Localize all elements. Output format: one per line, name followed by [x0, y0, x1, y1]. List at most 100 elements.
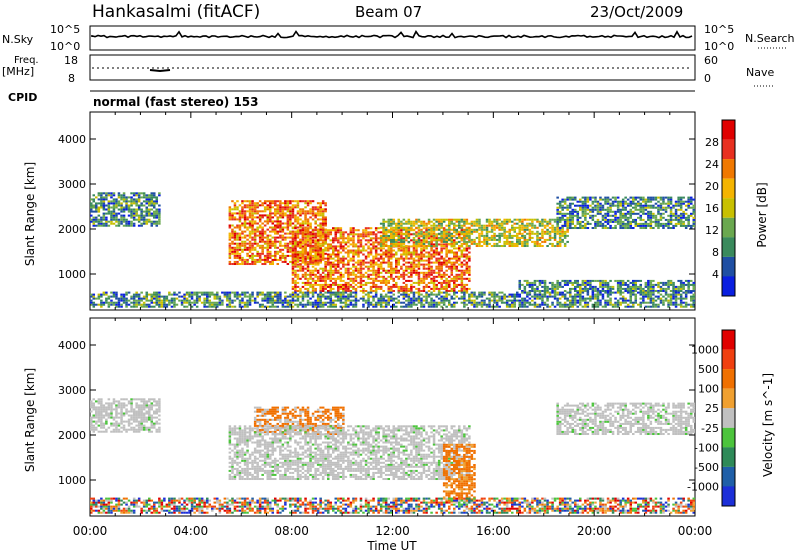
heatmap-cell	[407, 230, 411, 233]
heatmap-cell	[624, 212, 627, 215]
heatmap-cell	[271, 242, 275, 245]
heatmap-cell	[334, 293, 338, 296]
heatmap-cell	[458, 236, 461, 239]
date-title: 23/Oct/2009	[590, 3, 683, 21]
heatmap-cell	[417, 287, 421, 290]
heatmap-cell	[314, 208, 317, 211]
heatmap-cell	[450, 234, 454, 237]
heatmap-cell	[314, 269, 317, 272]
heatmap-cell	[299, 295, 302, 298]
heatmap-cell	[420, 281, 423, 284]
heatmap-cell	[412, 271, 416, 274]
heatmap-cell	[233, 202, 237, 205]
heatmap-cell	[221, 291, 224, 294]
heatmap-cell	[324, 285, 327, 288]
heatmap-cell	[311, 229, 315, 232]
heatmap-cell	[367, 251, 370, 254]
heatmap-cell	[158, 216, 161, 219]
heatmap-cell	[521, 232, 524, 235]
heatmap-cell	[674, 224, 678, 227]
heatmap-cell	[168, 299, 171, 302]
heatmap-cell	[145, 198, 149, 201]
heatmap-cell	[314, 251, 317, 254]
heatmap-cell	[253, 206, 257, 209]
heatmap-cell	[347, 269, 350, 272]
heatmap-cell	[427, 281, 431, 284]
heatmap-cell	[135, 303, 138, 306]
heatmap-cell	[301, 297, 305, 300]
heatmap-cell	[379, 275, 383, 278]
heatmap-cell	[334, 299, 338, 302]
heatmap-cell	[493, 232, 496, 235]
heatmap-cell	[632, 227, 635, 230]
heatmap-cell	[327, 283, 330, 286]
heatmap-cell	[581, 206, 585, 209]
heatmap-cell	[654, 214, 658, 217]
heatmap-cell	[465, 277, 469, 280]
heatmap-cell	[311, 250, 315, 253]
heatmap-cell	[687, 285, 690, 288]
heatmap-cell	[684, 279, 688, 282]
heatmap-cell	[674, 285, 678, 288]
heatmap-cell	[137, 206, 141, 209]
heatmap-cell	[243, 258, 247, 261]
heatmap-cell	[261, 202, 264, 205]
heatmap-cell	[304, 214, 307, 217]
heatmap-cell	[362, 229, 365, 232]
heatmap-cell	[291, 293, 295, 296]
heatmap-cell	[251, 200, 254, 203]
heatmap-cell	[347, 283, 350, 286]
heatmap-cell	[299, 277, 302, 280]
heatmap-cell	[400, 220, 403, 223]
heatmap-cell	[296, 200, 300, 203]
heatmap-cell	[410, 255, 413, 258]
heatmap-cell	[286, 263, 290, 266]
heatmap-cell	[551, 285, 554, 288]
heatmap-cell	[558, 206, 562, 209]
heatmap-cell	[279, 204, 282, 207]
heatmap-cell	[367, 303, 370, 306]
heatmap-cell	[483, 234, 486, 237]
heatmap-cell	[279, 216, 282, 219]
heatmap-cell	[561, 240, 564, 243]
nave-label: Nave	[746, 66, 774, 79]
heatmap-cell	[324, 247, 327, 250]
heatmap-cell	[112, 303, 116, 306]
heatmap-cell	[395, 269, 398, 272]
heatmap-cell	[581, 287, 585, 290]
heatmap-cell	[274, 250, 277, 253]
heatmap-cell	[271, 200, 275, 203]
heatmap-cell	[311, 259, 315, 262]
heatmap-cell	[321, 290, 325, 293]
heatmap-cell	[405, 290, 408, 293]
heatmap-cell	[369, 239, 373, 242]
heatmap-cell	[611, 204, 615, 207]
heatmap-cell	[135, 291, 138, 294]
heatmap-cell	[286, 224, 290, 227]
heatmap-cell	[190, 291, 194, 294]
sky-right-label: N.Search	[745, 32, 795, 45]
heatmap-cell	[543, 240, 547, 243]
heatmap-cell	[679, 200, 683, 203]
heatmap-cell	[314, 243, 317, 246]
heatmap-cell	[274, 252, 277, 255]
heatmap-cell	[238, 252, 242, 255]
heatmap-cell	[395, 283, 398, 286]
heatmap-cell	[410, 275, 413, 278]
heatmap-cell	[251, 258, 254, 261]
heatmap-cell	[241, 216, 244, 219]
heatmap-cell	[652, 290, 655, 293]
heatmap-cell	[155, 291, 159, 294]
heatmap-cell	[344, 290, 348, 293]
heatmap-cell	[296, 222, 300, 225]
heatmap-cell	[576, 204, 580, 207]
heatmap-cell	[669, 214, 673, 217]
heatmap-cell	[407, 251, 411, 254]
heatmap-cell	[349, 283, 353, 286]
heatmap-cell	[258, 220, 262, 223]
heatmap-cell	[294, 220, 297, 223]
heatmap-cell	[450, 238, 454, 241]
heatmap-cell	[241, 214, 244, 217]
heatmap-cell	[284, 254, 287, 257]
heatmap-cell	[339, 287, 343, 290]
